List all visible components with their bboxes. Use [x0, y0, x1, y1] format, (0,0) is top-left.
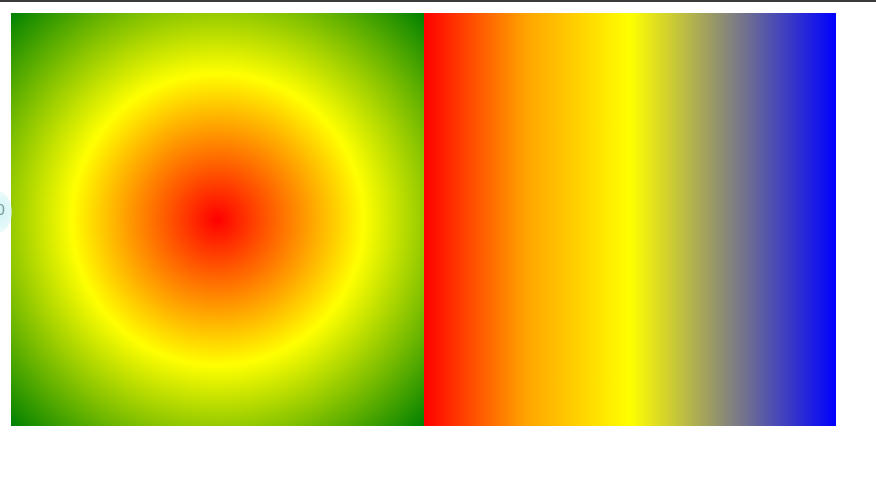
window-top-border: [0, 0, 876, 2]
radial-gradient-panel: [11, 13, 424, 426]
linear-gradient-panel: [424, 13, 836, 426]
side-handle-glyph: 0: [0, 202, 5, 219]
side-scroll-handle[interactable]: [0, 190, 12, 234]
